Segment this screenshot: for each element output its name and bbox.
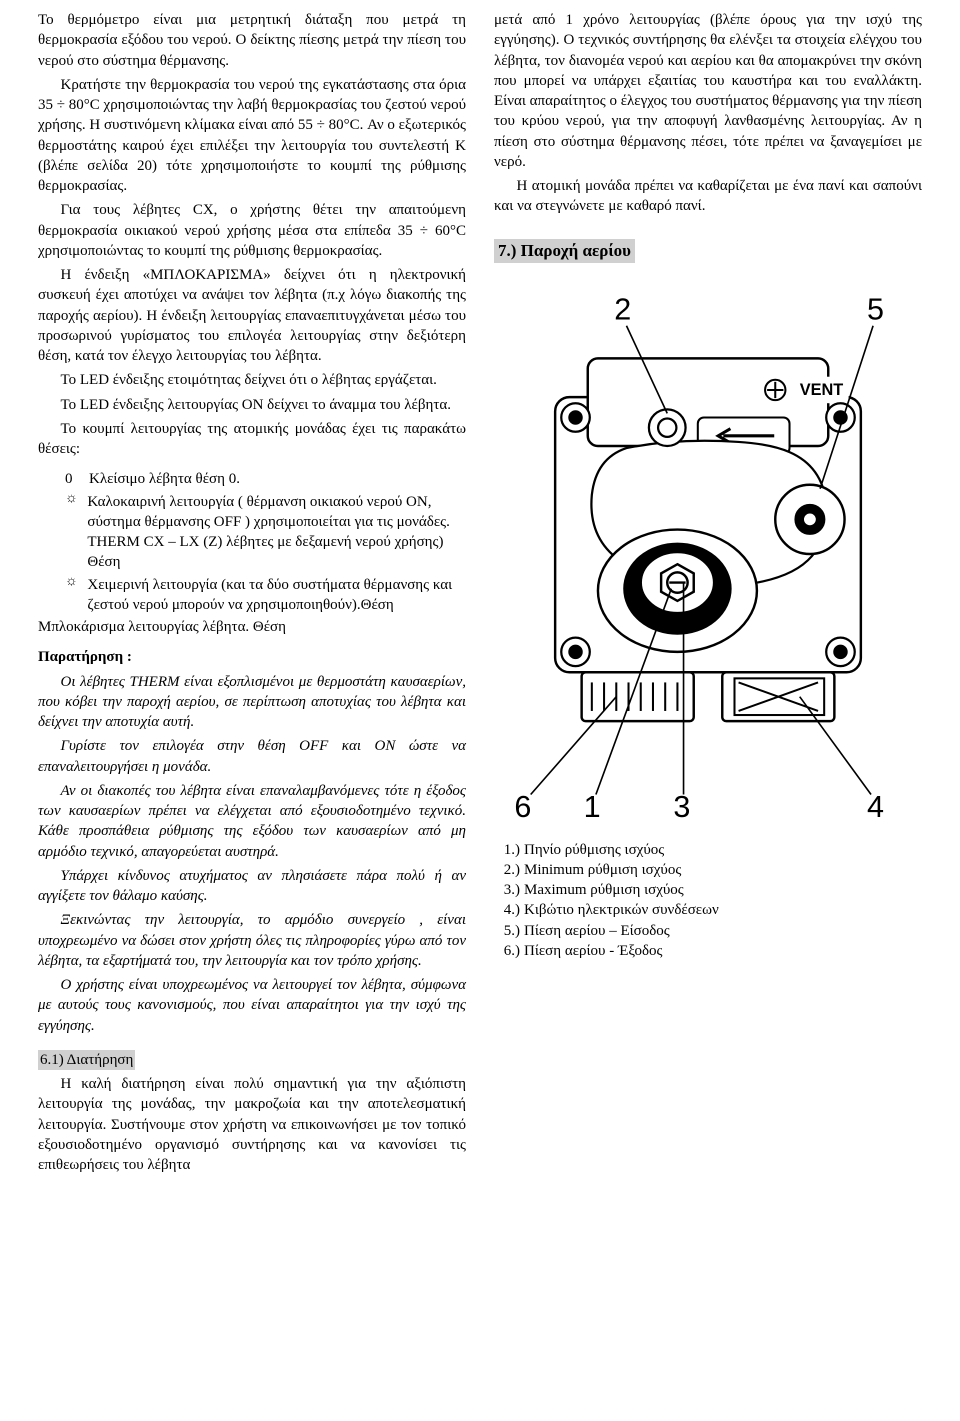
- para: Μπλοκάρισμα λειτουργίας λέβητα. Θέση: [38, 617, 466, 637]
- list-text: Καλοκαιρινή λειτουργία ( θέρμανση οικιακ…: [87, 492, 466, 573]
- legend-num: 6.): [494, 941, 524, 961]
- legend-text: Κιβώτιο ηλεκτρικών συνδέσεων: [524, 900, 719, 920]
- list-text: Χειμερινή λειτουργία (και τα δύο συστήμα…: [87, 575, 466, 616]
- legend-num: 3.): [494, 880, 524, 900]
- para: μετά από 1 χρόνο λειτουργίας (βλέπε όρου…: [494, 10, 922, 172]
- legend-text: Maximum ρύθμιση ισχύος: [524, 880, 684, 900]
- gas-valve-figure: VENT: [494, 285, 922, 825]
- callout-1: 1: [584, 790, 601, 824]
- legend-row: 2.) Minimum ρύθμιση ισχύος: [494, 860, 922, 880]
- para: Κρατήστε την θερμοκρασία του νερού της ε…: [38, 75, 466, 197]
- legend-row: 4.) Κιβώτιο ηλεκτρικών συνδέσεων: [494, 900, 922, 920]
- para: Το κουμπί λειτουργίας της ατομικής μονάδ…: [38, 419, 466, 460]
- callout-3: 3: [673, 790, 690, 824]
- left-column: Το θερμόμετρο είναι μια μετρητική διάταξ…: [38, 10, 466, 1179]
- page-columns: Το θερμόμετρο είναι μια μετρητική διάταξ…: [38, 10, 922, 1179]
- para: Για τους λέβητες CX, ο χρήστης θέτει την…: [38, 200, 466, 261]
- callout-2: 2: [614, 293, 631, 327]
- callout-5: 5: [867, 293, 884, 327]
- sun-icon: ☼: [65, 492, 87, 506]
- legend-text: Πηνίο ρύθμισης ισχύος: [524, 840, 664, 860]
- sub-heading: 6.1) Διατήρηση: [38, 1050, 466, 1070]
- callout-6: 6: [514, 790, 531, 824]
- right-column: μετά από 1 χρόνο λειτουργίας (βλέπε όρου…: [494, 10, 922, 1179]
- list-marker-zero: 0: [65, 469, 89, 489]
- legend-num: 2.): [494, 860, 524, 880]
- note-heading: Παρατήρηση :: [38, 647, 466, 667]
- note-para: Αν οι διακοπές του λέβητα είναι επαναλαμ…: [38, 781, 466, 862]
- list-item: ☼ Χειμερινή λειτουργία (και τα δύο συστή…: [65, 575, 466, 616]
- list-text: Κλείσιμο λέβητα θέση 0.: [89, 469, 466, 489]
- para: Η ατομική μονάδα πρέπει να καθαρίζεται μ…: [494, 176, 922, 217]
- para: Η ένδειξη «ΜΠΛΟΚΑΡΙΣΜΑ» δείχνει ότι η ηλ…: [38, 265, 466, 366]
- legend-row: 1.) Πηνίο ρύθμισης ισχύος: [494, 840, 922, 860]
- legend-row: 5.) Πίεση αερίου – Είσοδος: [494, 921, 922, 941]
- callout-4: 4: [867, 790, 884, 824]
- para: Η καλή διατήρηση είναι πολύ σημαντική γι…: [38, 1074, 466, 1175]
- legend-num: 4.): [494, 900, 524, 920]
- note-para: Οι λέβητες THERM είναι εξοπλισμένοι με θ…: [38, 672, 466, 733]
- para: Το LED ένδειξης λειτουργίας ON δείχνει τ…: [38, 395, 466, 415]
- svg-text:VENT: VENT: [800, 381, 844, 399]
- list-item: 0 Κλείσιμο λέβητα θέση 0.: [65, 469, 466, 489]
- figure-legend: 1.) Πηνίο ρύθμισης ισχύος 2.) Minimum ρύ…: [494, 840, 922, 962]
- legend-text: Πίεση αερίου – Είσοδος: [524, 921, 670, 941]
- para: Το θερμόμετρο είναι μια μετρητική διάταξ…: [38, 10, 466, 71]
- para: Το LED ένδειξης ετοιμότητας δείχνει ότι …: [38, 370, 466, 390]
- section-7-heading: 7.) Παροχή αερίου: [494, 239, 635, 264]
- legend-text: Πίεση αερίου - Έξοδος: [524, 941, 663, 961]
- sub-heading-label: 6.1) Διατήρηση: [38, 1050, 135, 1070]
- note-para: Υπάρχει κίνδυνος ατυχήματος αν πλησιάσετ…: [38, 866, 466, 907]
- legend-num: 1.): [494, 840, 524, 860]
- note-para: Ο χρήστης είναι υποχρεωμένος να λειτουργ…: [38, 975, 466, 1036]
- list-item: ☼ Καλοκαιρινή λειτουργία ( θέρμανση οικι…: [65, 492, 466, 573]
- legend-num: 5.): [494, 921, 524, 941]
- note-para: Γυρίστε τον επιλογέα στην θέση OFF και O…: [38, 736, 466, 777]
- legend-row: 3.) Maximum ρύθμιση ισχύος: [494, 880, 922, 900]
- gas-valve-diagram: VENT: [494, 285, 922, 825]
- legend-text: Minimum ρύθμιση ισχύος: [524, 860, 681, 880]
- sun-icon: ☼: [65, 575, 87, 589]
- position-list: 0 Κλείσιμο λέβητα θέση 0. ☼ Καλοκαιρινή …: [65, 469, 466, 615]
- note-para: Ξεκινώντας την λειτουργία, το αρμόδιο συ…: [38, 910, 466, 971]
- legend-row: 6.) Πίεση αερίου - Έξοδος: [494, 941, 922, 961]
